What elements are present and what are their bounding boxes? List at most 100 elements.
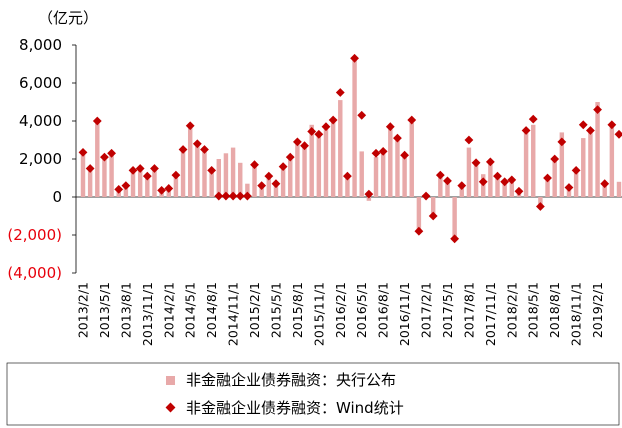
marker-point bbox=[407, 115, 417, 125]
marker-point bbox=[171, 170, 181, 180]
marker-point bbox=[92, 116, 102, 126]
marker-point bbox=[250, 160, 259, 170]
bar bbox=[538, 197, 543, 207]
marker-point bbox=[443, 176, 452, 186]
x-tick-label: 2014/11/1 bbox=[226, 282, 241, 346]
marker-point bbox=[242, 191, 252, 201]
bar bbox=[438, 176, 443, 197]
bar bbox=[373, 157, 379, 197]
plot-area bbox=[75, 45, 622, 273]
bar bbox=[238, 162, 243, 197]
x-tick-label: 2014/2/1 bbox=[161, 282, 176, 338]
marker-point bbox=[100, 152, 109, 162]
bar bbox=[523, 132, 529, 197]
bar bbox=[388, 128, 393, 197]
bar bbox=[145, 176, 150, 197]
bar bbox=[616, 181, 622, 197]
marker-point bbox=[586, 126, 595, 135]
bar bbox=[473, 164, 479, 197]
y-tick-label: (2,000) bbox=[7, 226, 62, 244]
legend-marker-label: 非金融企业债券融资：Wind统计 bbox=[186, 399, 404, 417]
marker-point bbox=[221, 191, 231, 201]
marker-point bbox=[335, 88, 345, 97]
x-tick-label: 2016/2/1 bbox=[333, 282, 348, 338]
legend-bar-swatch bbox=[166, 376, 175, 385]
bar bbox=[559, 132, 565, 197]
marker-point bbox=[457, 181, 467, 190]
marker-point bbox=[507, 175, 517, 185]
marker-series bbox=[78, 53, 622, 244]
marker-point bbox=[278, 162, 288, 171]
marker-point bbox=[314, 129, 324, 139]
bar bbox=[452, 197, 457, 239]
marker-point bbox=[478, 177, 488, 187]
bar bbox=[552, 159, 557, 197]
legend-bar-label: 非金融企业债券融资：央行公布 bbox=[186, 371, 396, 389]
x-tick-label: 2016/5/1 bbox=[354, 282, 369, 338]
bar bbox=[402, 157, 407, 197]
legend-frame bbox=[6, 362, 620, 426]
bar bbox=[409, 122, 414, 197]
x-tick-label: 2017/8/1 bbox=[461, 282, 476, 338]
marker-point bbox=[414, 226, 424, 236]
marker-point bbox=[114, 185, 124, 194]
bar bbox=[109, 153, 114, 197]
marker-point bbox=[578, 120, 588, 130]
y-axis-unit-label: （亿元） bbox=[38, 9, 98, 27]
marker-point bbox=[471, 158, 481, 168]
bar bbox=[173, 175, 179, 197]
marker-point bbox=[164, 184, 174, 193]
marker-point bbox=[543, 173, 552, 183]
marker-point bbox=[550, 154, 560, 164]
bar bbox=[202, 149, 207, 197]
bar bbox=[187, 126, 193, 197]
bar bbox=[359, 151, 364, 197]
y-axis: 8,000 6,000 4,000 2,000 0 (2,000) (4,000) bbox=[7, 36, 76, 282]
marker-point bbox=[85, 164, 95, 173]
bar bbox=[223, 153, 229, 197]
marker-point bbox=[428, 211, 438, 221]
marker-point bbox=[557, 137, 567, 147]
bar bbox=[316, 134, 322, 197]
marker-point bbox=[128, 166, 138, 175]
bar bbox=[209, 170, 214, 197]
bar bbox=[259, 185, 264, 197]
bar bbox=[495, 176, 500, 197]
marker-point bbox=[571, 166, 581, 175]
bar bbox=[416, 197, 422, 234]
bar bbox=[509, 179, 515, 197]
y-tick-label: 6,000 bbox=[19, 74, 62, 92]
marker-point bbox=[300, 141, 309, 151]
marker-point bbox=[142, 171, 152, 181]
marker-point bbox=[514, 186, 524, 196]
x-axis: 2013/2/1 2013/5/1 2013/8/1 2013/11/1 2014/2/… bbox=[76, 282, 606, 346]
x-tick-label: 2017/5/1 bbox=[440, 282, 455, 338]
marker-point bbox=[257, 181, 267, 190]
marker-point bbox=[593, 105, 602, 114]
x-tick-label: 2018/5/1 bbox=[526, 282, 541, 338]
bar bbox=[573, 170, 579, 197]
marker-point bbox=[328, 115, 338, 125]
x-tick-label: 2018/2/1 bbox=[504, 282, 519, 338]
marker-point bbox=[228, 191, 238, 201]
x-tick-label: 2017/11/1 bbox=[483, 282, 498, 346]
bar bbox=[102, 155, 107, 197]
bar bbox=[252, 164, 257, 197]
marker-point bbox=[307, 127, 317, 136]
marker-point bbox=[135, 164, 145, 173]
bar bbox=[366, 197, 372, 201]
bar bbox=[245, 183, 250, 197]
x-tick-label: 2014/8/1 bbox=[204, 282, 219, 338]
bar bbox=[445, 179, 450, 197]
bar bbox=[330, 121, 336, 197]
marker-point bbox=[207, 166, 217, 175]
legend: 非金融企业债券融资：央行公布 非金融企业债券融资：Wind统计 bbox=[6, 362, 620, 426]
marker-point bbox=[485, 157, 495, 167]
x-tick-label: 2018/11/1 bbox=[569, 282, 584, 346]
x-tick-label: 2019/2/1 bbox=[590, 282, 605, 338]
bar bbox=[352, 56, 357, 198]
bar bbox=[230, 147, 236, 197]
bar bbox=[288, 157, 293, 197]
bar bbox=[602, 183, 607, 197]
